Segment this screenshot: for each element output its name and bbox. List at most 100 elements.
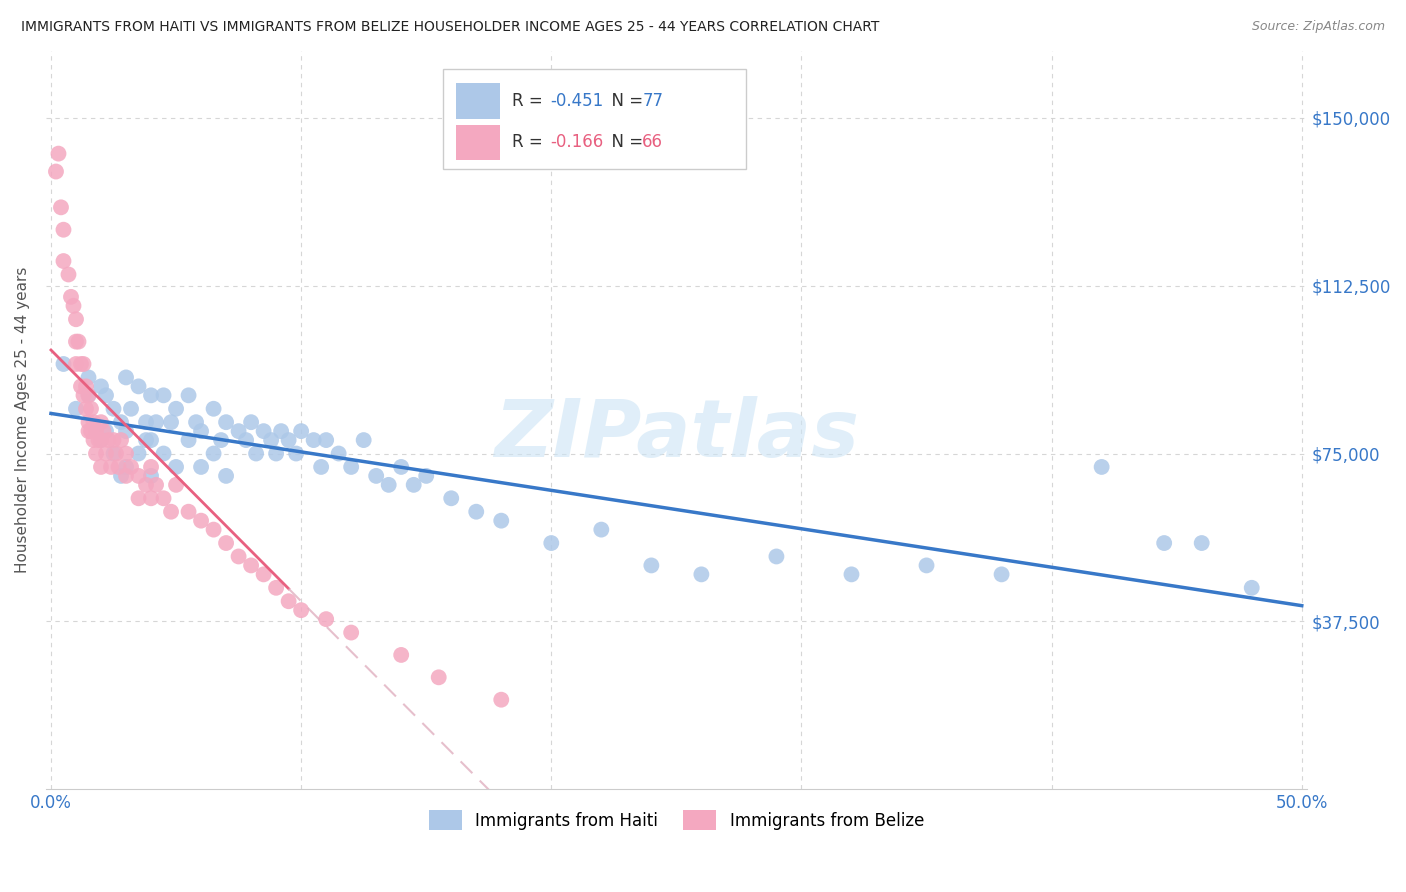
Point xyxy=(209,433,232,447)
Point xyxy=(110,469,132,483)
Point xyxy=(139,469,162,483)
Point xyxy=(77,415,100,429)
Point xyxy=(83,433,105,447)
Point xyxy=(75,401,97,416)
Point xyxy=(52,223,75,237)
Point xyxy=(591,523,613,537)
Point xyxy=(465,505,488,519)
Point xyxy=(190,459,212,474)
Point xyxy=(389,648,412,662)
Point xyxy=(264,446,287,460)
Point xyxy=(1091,459,1114,474)
Point xyxy=(52,357,75,371)
Point xyxy=(285,446,308,460)
Point xyxy=(177,505,200,519)
Point xyxy=(353,433,375,447)
Point xyxy=(65,401,87,416)
Point xyxy=(70,379,93,393)
Point xyxy=(128,491,150,506)
Point xyxy=(84,446,107,460)
Point xyxy=(103,446,125,460)
Point xyxy=(97,433,120,447)
Point xyxy=(59,290,82,304)
Point xyxy=(177,433,200,447)
Point xyxy=(640,558,662,573)
Point xyxy=(52,254,75,268)
Point xyxy=(65,334,87,349)
Point xyxy=(177,388,200,402)
Point xyxy=(240,558,263,573)
Text: R =: R = xyxy=(512,133,548,152)
Point xyxy=(252,424,274,438)
Point xyxy=(90,433,112,447)
Point xyxy=(87,433,110,447)
Point xyxy=(202,401,225,416)
Point xyxy=(58,268,80,282)
Point xyxy=(135,478,157,492)
Point xyxy=(252,567,274,582)
Point xyxy=(165,459,187,474)
Point xyxy=(145,478,167,492)
Point xyxy=(120,459,142,474)
Text: -0.451: -0.451 xyxy=(550,92,603,110)
Text: ZIPatlas: ZIPatlas xyxy=(494,396,859,474)
Point xyxy=(110,415,132,429)
Point xyxy=(190,424,212,438)
Point xyxy=(94,424,117,438)
Point xyxy=(491,692,513,706)
FancyBboxPatch shape xyxy=(456,83,501,119)
Point xyxy=(115,424,138,438)
Point xyxy=(328,446,350,460)
Point xyxy=(160,505,183,519)
Point xyxy=(264,581,287,595)
Point xyxy=(309,459,332,474)
Point xyxy=(152,388,174,402)
Point xyxy=(48,146,70,161)
Point xyxy=(402,478,425,492)
Point xyxy=(415,469,437,483)
Point xyxy=(77,370,100,384)
Text: 66: 66 xyxy=(643,133,664,152)
Point xyxy=(83,415,105,429)
Point xyxy=(105,446,128,460)
Point xyxy=(277,594,299,608)
Point xyxy=(377,478,399,492)
Point xyxy=(277,433,299,447)
Point xyxy=(65,357,87,371)
Point xyxy=(145,415,167,429)
Point xyxy=(990,567,1012,582)
Point xyxy=(80,401,103,416)
Point xyxy=(139,388,162,402)
Point xyxy=(491,514,513,528)
Y-axis label: Householder Income Ages 25 - 44 years: Householder Income Ages 25 - 44 years xyxy=(15,267,30,574)
Point xyxy=(152,491,174,506)
Point xyxy=(366,469,388,483)
Point xyxy=(165,401,187,416)
Point xyxy=(67,334,90,349)
Point xyxy=(160,415,183,429)
Text: N =: N = xyxy=(600,92,648,110)
Point xyxy=(841,567,863,582)
Point xyxy=(340,459,363,474)
Point xyxy=(202,446,225,460)
Point xyxy=(72,388,94,402)
Point xyxy=(165,478,187,492)
Point xyxy=(128,469,150,483)
Legend: Immigrants from Haiti, Immigrants from Belize: Immigrants from Haiti, Immigrants from B… xyxy=(422,804,931,837)
Point xyxy=(115,459,138,474)
Point xyxy=(260,433,283,447)
Point xyxy=(128,379,150,393)
Point xyxy=(427,670,450,684)
Point xyxy=(80,424,103,438)
Point xyxy=(690,567,713,582)
Point xyxy=(765,549,787,564)
Point xyxy=(70,357,93,371)
Point xyxy=(115,469,138,483)
Point xyxy=(315,433,337,447)
Point xyxy=(235,433,257,447)
Text: Source: ZipAtlas.com: Source: ZipAtlas.com xyxy=(1251,20,1385,33)
Point xyxy=(139,433,162,447)
Point xyxy=(62,299,84,313)
Point xyxy=(115,446,138,460)
Point xyxy=(128,446,150,460)
